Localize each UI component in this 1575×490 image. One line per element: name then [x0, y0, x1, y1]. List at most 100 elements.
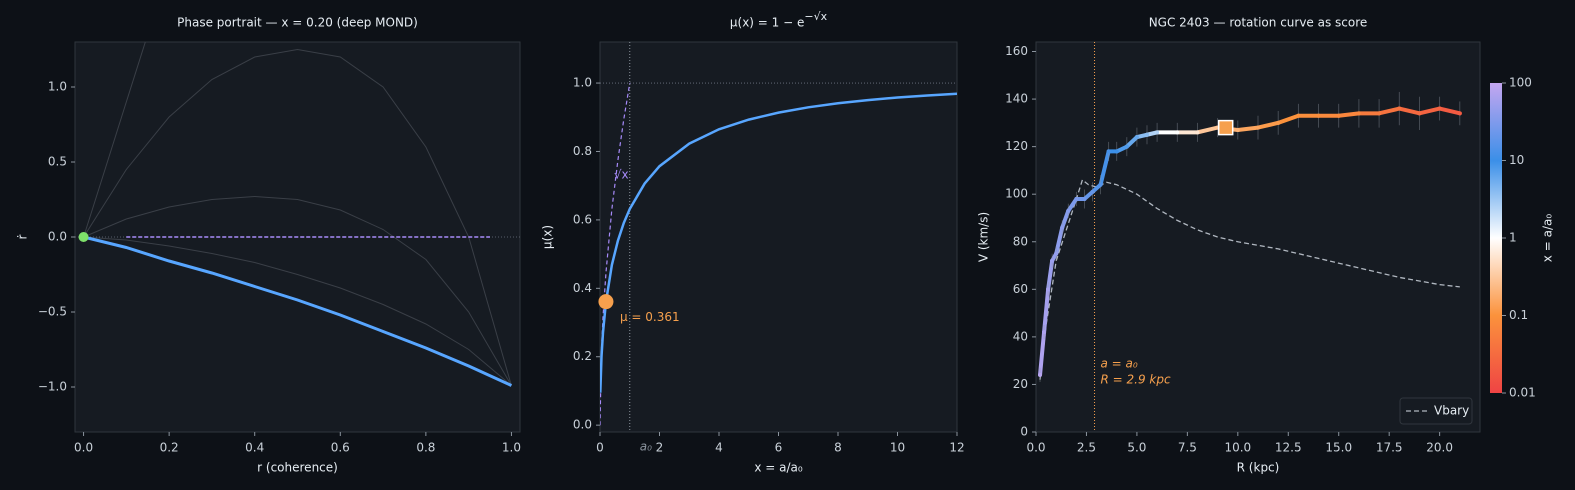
- data-point: [1356, 111, 1361, 116]
- data-point: [1336, 113, 1341, 118]
- data-point: [1098, 182, 1103, 187]
- x-tick-label: 2.5: [1077, 441, 1096, 455]
- data-point: [1106, 149, 1111, 154]
- x-tick-label: 0.2: [160, 441, 179, 455]
- x-axis-label: x = a/a₀: [754, 461, 803, 475]
- data-point: [1195, 130, 1200, 135]
- curve-segment: [1336, 111, 1361, 118]
- curve-segment: [1054, 225, 1065, 256]
- y-tick-label: 1.0: [48, 80, 67, 94]
- data-point: [1046, 287, 1051, 292]
- curve-segment: [1060, 208, 1071, 230]
- y-tick-label: 0.5: [48, 155, 67, 169]
- colorbar-label: x = a/a₀: [1541, 214, 1555, 263]
- curve-segment: [1235, 125, 1260, 132]
- reference-label: R = 2.9 kpc: [1101, 373, 1171, 387]
- x-tick-label: 7.5: [1178, 441, 1197, 455]
- x-tick-label: 0.6: [331, 441, 350, 455]
- data-point: [1124, 144, 1129, 149]
- y-tick-label: 0.0: [48, 230, 67, 244]
- marker-label: μ = 0.361: [620, 310, 680, 324]
- curve-segment: [1098, 149, 1111, 187]
- y-axis-label: μ(x): [541, 225, 555, 249]
- data-point: [1134, 135, 1139, 140]
- y-tick-label: 0.8: [573, 144, 592, 158]
- reference-label: a₀: [640, 440, 652, 454]
- curve-segment: [1124, 135, 1139, 149]
- data-point: [1074, 196, 1079, 201]
- x-tick-label: 10: [890, 441, 905, 455]
- marker: [598, 294, 614, 310]
- curve-segment: [1195, 125, 1220, 135]
- data-point: [1256, 125, 1260, 130]
- y-tick-label: 140: [1005, 92, 1028, 106]
- x-tick-label: 6: [775, 441, 783, 455]
- y-axis-label: V (km/s): [977, 212, 991, 262]
- data-point: [1038, 372, 1043, 377]
- series-line: [600, 83, 631, 426]
- marker: [1217, 119, 1234, 136]
- y-tick-label: 60: [1013, 282, 1028, 296]
- legend-box: [1399, 397, 1473, 425]
- x-tick-label: 5.0: [1127, 441, 1146, 455]
- curve-segment: [1437, 106, 1462, 116]
- series-line: [83, 42, 146, 238]
- curve-segment: [1066, 196, 1079, 213]
- title-superscript: −√x: [804, 10, 827, 23]
- x-axis-label: r (coherence): [257, 461, 338, 475]
- y-tick-label: 40: [1013, 329, 1028, 343]
- chart-title: μ(x) = 1 − e−√x: [730, 10, 828, 30]
- x-tick-label: 20.0: [1426, 441, 1453, 455]
- series-line: [83, 48, 512, 386]
- y-tick-label: 80: [1013, 234, 1028, 248]
- colorbar-tick-label: 1: [1509, 231, 1517, 245]
- data-point: [1066, 208, 1071, 213]
- data-point: [1114, 149, 1119, 154]
- y-tick-label: 1.0: [573, 76, 592, 90]
- x-tick-label: 2: [656, 441, 664, 455]
- data-point: [1457, 111, 1462, 116]
- x-tick-label: 17.5: [1376, 441, 1403, 455]
- y-tick-label: 0.0: [573, 418, 592, 432]
- data-point: [1235, 127, 1240, 132]
- series-label: √x: [614, 168, 629, 182]
- y-tick-label: 0: [1020, 425, 1028, 439]
- data-point: [1090, 189, 1095, 194]
- curve-segment: [1038, 330, 1047, 377]
- x-tick-label: 8: [834, 441, 842, 455]
- plot-area: [1035, 41, 1481, 433]
- y-tick-label: −1.0: [38, 380, 67, 394]
- legend-label: Vbary: [1434, 404, 1469, 418]
- colorbar-tick-label: 0.01: [1509, 386, 1536, 400]
- chart-title: NGC 2403 — rotation curve as score: [1149, 16, 1368, 30]
- plot-layer: [1038, 42, 1462, 432]
- data-point: [1397, 106, 1402, 111]
- chart-title: Phase portrait — x = 0.20 (deep MOND): [177, 16, 418, 30]
- x-tick-label: 10.0: [1224, 441, 1251, 455]
- series-line: [83, 235, 513, 387]
- curve-segment: [1256, 120, 1281, 130]
- x-tick-label: 0.4: [245, 441, 264, 455]
- series-line: [83, 195, 512, 386]
- series-line: [83, 236, 512, 386]
- colorbar-tick-label: 0.1: [1509, 308, 1528, 322]
- colorbar-tick-label: 10: [1509, 153, 1524, 167]
- data-point: [1316, 113, 1321, 118]
- curve-segment: [1417, 106, 1442, 116]
- y-tick-label: 0.6: [573, 212, 592, 226]
- curve-segment: [1397, 106, 1422, 116]
- plot-area: [599, 41, 958, 433]
- data-point: [1377, 111, 1382, 116]
- x-tick-label: 0.8: [416, 441, 435, 455]
- y-tick-label: 20: [1013, 377, 1028, 391]
- x-tick-label: 12: [949, 441, 964, 455]
- curve-segment: [1377, 106, 1402, 116]
- y-tick-label: −0.5: [38, 305, 67, 319]
- x-tick-label: 0: [596, 441, 604, 455]
- curve-segment: [1042, 287, 1051, 335]
- x-tick-label: 1.0: [502, 441, 521, 455]
- data-point: [1050, 258, 1055, 263]
- y-tick-label: 0.2: [573, 349, 592, 363]
- data-point: [1276, 120, 1281, 125]
